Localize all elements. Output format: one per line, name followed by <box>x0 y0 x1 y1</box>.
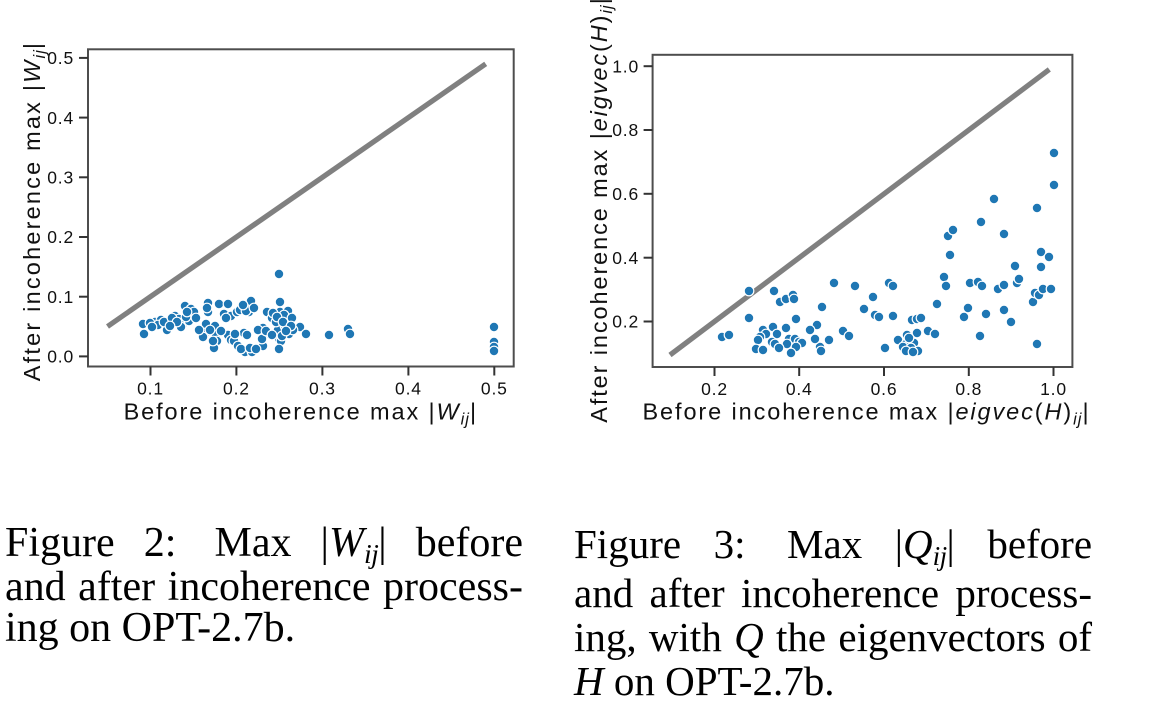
svg-text:0.1: 0.1 <box>137 379 164 399</box>
svg-text:0.8: 0.8 <box>955 379 982 399</box>
svg-text:Before incoherence max |Wij|: Before incoherence max |Wij| <box>124 399 478 429</box>
svg-text:0.4: 0.4 <box>612 248 639 268</box>
svg-text:0.1: 0.1 <box>47 287 74 307</box>
svg-text:0.8: 0.8 <box>612 120 639 140</box>
svg-text:0.4: 0.4 <box>47 108 74 128</box>
svg-text:1.0: 1.0 <box>612 56 639 76</box>
svg-text:1.0: 1.0 <box>1040 379 1067 399</box>
svg-text:0.6: 0.6 <box>871 379 898 399</box>
svg-text:0.4: 0.4 <box>395 379 422 399</box>
svg-text:0.0: 0.0 <box>47 347 74 367</box>
svg-text:After incoherence max |eigvec(: After incoherence max |eigvec(H)ij| <box>586 0 616 423</box>
svg-text:0.4: 0.4 <box>786 379 813 399</box>
svg-text:After incoherence max |Wij|: After incoherence max |Wij| <box>19 41 49 381</box>
svg-text:0.2: 0.2 <box>612 312 639 332</box>
svg-text:0.2: 0.2 <box>47 227 74 247</box>
svg-text:0.3: 0.3 <box>47 168 74 188</box>
svg-text:0.2: 0.2 <box>701 379 728 399</box>
svg-text:0.5: 0.5 <box>47 48 74 68</box>
svg-text:0.5: 0.5 <box>481 379 508 399</box>
svg-text:0.6: 0.6 <box>612 184 639 204</box>
svg-text:0.2: 0.2 <box>223 379 250 399</box>
svg-text:Before incoherence max |eigvec: Before incoherence max |eigvec(H)ij| <box>642 399 1090 429</box>
svg-text:0.3: 0.3 <box>309 379 336 399</box>
